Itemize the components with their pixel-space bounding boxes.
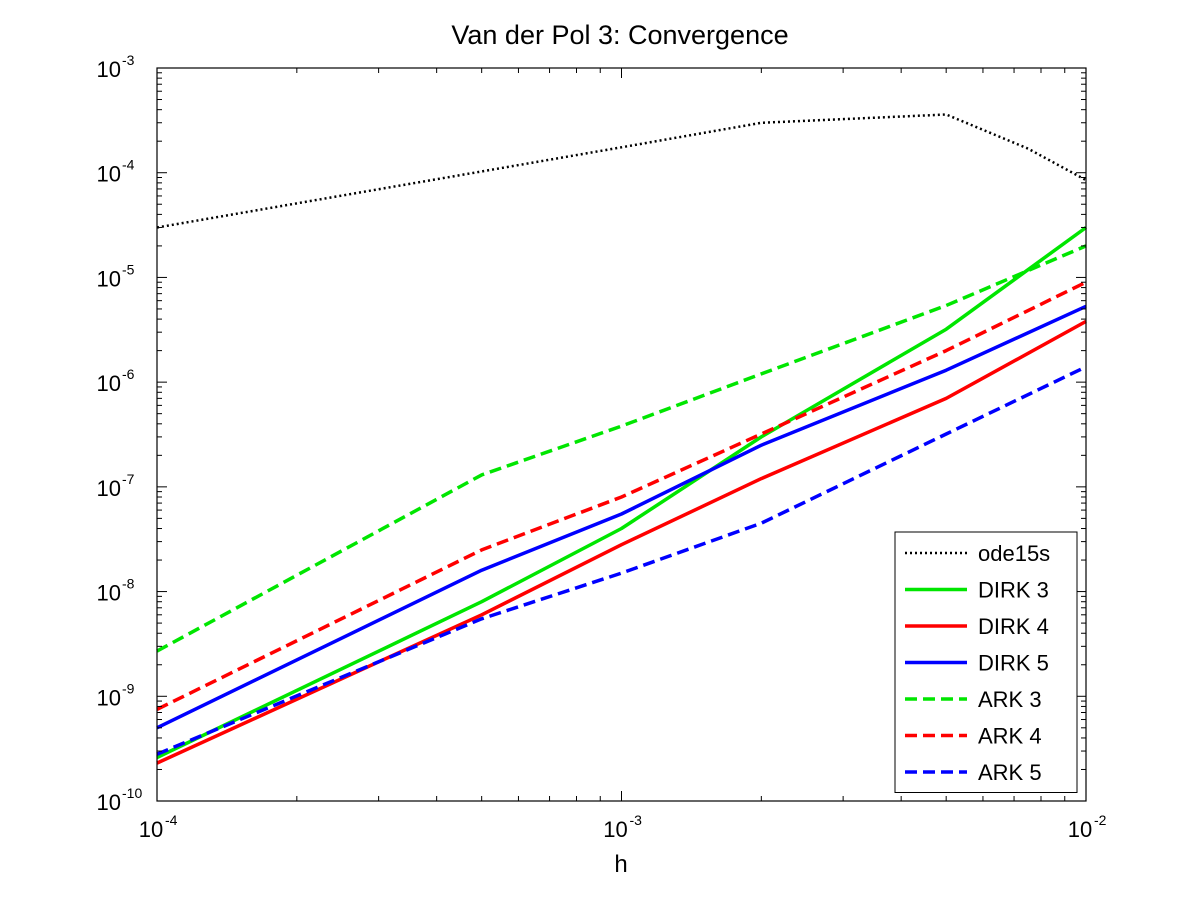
y-tick-label-exponent: -9 bbox=[122, 680, 135, 696]
y-tick-label: 10 bbox=[97, 371, 121, 396]
x-tick-label: 10 bbox=[603, 817, 627, 842]
legend-label-ark-3: ARK 3 bbox=[978, 687, 1042, 712]
y-tick-label-exponent: -6 bbox=[122, 366, 135, 382]
y-tick-label: 10 bbox=[97, 476, 121, 501]
y-tick-label: 10 bbox=[97, 162, 121, 187]
legend-label-dirk-5: DIRK 5 bbox=[978, 651, 1049, 676]
y-tick-label-exponent: -10 bbox=[122, 785, 142, 801]
legend-label-dirk-3: DIRK 3 bbox=[978, 578, 1049, 603]
series-line-dirk-5 bbox=[156, 304, 1087, 730]
legend: ode15s DIRK 3 DIRK 4 DIRK 5 ARK 3 ARK 4 ARK 5 bbox=[894, 531, 1078, 793]
y-tick-label-exponent: -5 bbox=[122, 261, 135, 277]
x-tick-label: 10 bbox=[139, 817, 163, 842]
y-tick-label-exponent: -8 bbox=[122, 576, 135, 592]
x-tick-label-exponent: -3 bbox=[630, 812, 643, 828]
y-tick-label-exponent: -7 bbox=[122, 471, 135, 487]
legend-label-ark-4: ARK 4 bbox=[978, 724, 1042, 749]
x-tick-label-exponent: -2 bbox=[1094, 812, 1107, 828]
y-tick-label: 10 bbox=[97, 790, 121, 815]
series-line-ark-4 bbox=[156, 280, 1087, 711]
series-line-dirk-3 bbox=[156, 226, 1088, 760]
x-axis-label: h bbox=[614, 851, 627, 878]
legend-label-dirk-4: DIRK 4 bbox=[978, 614, 1049, 639]
x-tick-label: 10 bbox=[1068, 817, 1092, 842]
y-tick-label-exponent: -4 bbox=[122, 157, 135, 173]
y-tick-label: 10 bbox=[97, 57, 121, 82]
chart-title: Van der Pol 3: Convergence bbox=[451, 20, 788, 50]
series-line-ark-5 bbox=[156, 365, 1087, 756]
series-line-ark-3 bbox=[156, 244, 1087, 653]
legend-label-ark-5: ARK 5 bbox=[978, 760, 1042, 785]
series-line-ode15s bbox=[156, 113, 1087, 229]
y-tick-label: 10 bbox=[97, 581, 121, 606]
y-tick-label: 10 bbox=[97, 685, 121, 710]
x-tick-label-exponent: -4 bbox=[165, 812, 178, 828]
axis-ticks bbox=[156, 68, 1086, 802]
plot-area bbox=[156, 113, 1088, 765]
legend-label-ode15s: ode15s bbox=[978, 541, 1050, 566]
y-tick-label-exponent: -3 bbox=[122, 52, 135, 68]
y-tick-label: 10 bbox=[97, 266, 121, 291]
